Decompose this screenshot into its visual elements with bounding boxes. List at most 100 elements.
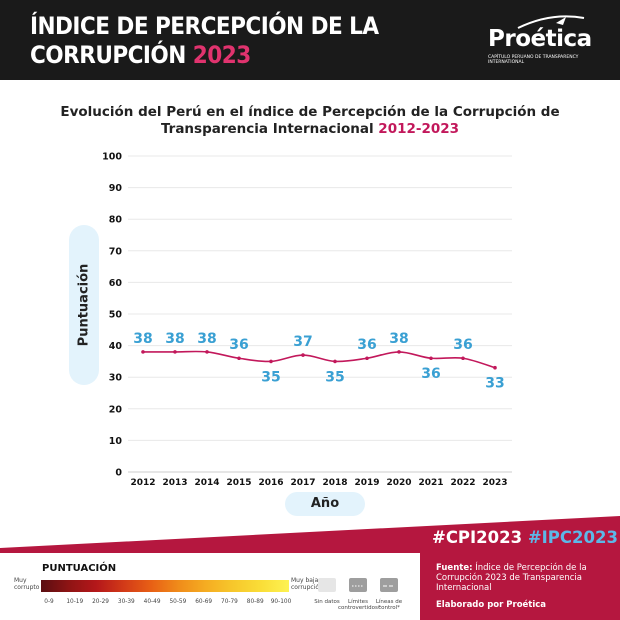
x-tick-label: 2018	[322, 478, 347, 488]
data-label: 35	[261, 369, 280, 385]
data-label: 36	[357, 337, 376, 353]
x-tick-label: 2020	[386, 478, 411, 488]
x-tick-label: 2013	[162, 478, 187, 488]
data-label: 38	[197, 331, 216, 347]
data-point	[269, 359, 273, 364]
data-point	[397, 350, 401, 354]
data-point	[333, 359, 337, 364]
data-point	[365, 356, 369, 361]
disputed-borders-label: Límites controvertidos*	[338, 599, 381, 611]
chart-title-line-2-text: Transparencia Internacional	[160, 121, 379, 137]
data-label: 38	[165, 331, 184, 347]
hashtags: #CPI2023 #IPC2023	[432, 528, 618, 547]
logo-name: Proética	[488, 26, 592, 52]
title-year: 2023	[192, 41, 252, 69]
credit-note: Elaborado por Proética	[436, 600, 547, 610]
legend-range-label: 90-100	[270, 599, 292, 605]
proetica-logo: Proética CAPÍTULO PERUANO DE TRANSPARENC…	[486, 14, 596, 66]
legend-range-label: 60-69	[195, 599, 213, 605]
page-title: ÍNDICE DE PERCEPCIÓN DE LA CORRUPCIÓN 20…	[30, 12, 379, 70]
control-lines-swatch	[380, 578, 398, 592]
x-tick-label: 2022	[450, 478, 475, 488]
y-tick-label: 40	[109, 341, 123, 352]
y-tick-label: 50	[109, 310, 123, 321]
chart-title-line-2: Transparencia Internacional 2012-2023	[60, 121, 560, 138]
legend-right-label: Muy baja corrupción	[291, 577, 323, 591]
x-axis-label: Año	[285, 492, 365, 516]
data-label: 36	[421, 366, 440, 382]
chart-title-range: 2012-2023	[378, 121, 460, 137]
x-tick-label: 2019	[354, 478, 379, 488]
x-tick-label: 2015	[226, 478, 251, 488]
data-label: 38	[389, 331, 408, 347]
x-axis-ticks: 2012 2013 2014 2015 2016 2017 2018 2019 2020 2021…	[130, 478, 507, 488]
y-tick-label: 100	[102, 152, 122, 163]
legend-range-label: 70-79	[221, 599, 238, 605]
legend-color-scale	[41, 580, 289, 592]
y-tick-label: 90	[109, 183, 123, 194]
dashed-line-icon	[383, 585, 395, 587]
x-tick-label: 2021	[418, 478, 443, 488]
source-note: Fuente: Índice de Percepción de la Corru…	[436, 563, 606, 593]
y-tick-label: 70	[109, 246, 123, 257]
y-tick-label: 60	[109, 278, 123, 289]
title-line-1: ÍNDICE DE PERCEPCIÓN DE LA	[30, 12, 379, 40]
legend-title: PUNTUACIÓN	[42, 563, 117, 574]
x-tick-label: 2017	[290, 478, 315, 488]
logo-arc-icon	[517, 15, 585, 29]
legend-range-label: 10-19	[66, 599, 84, 605]
data-point	[173, 350, 177, 354]
hashtag-cpi: #CPI2023	[432, 528, 523, 547]
series-line	[143, 350, 496, 369]
legend-range-label: 20-29	[92, 599, 109, 605]
data-point	[237, 356, 241, 361]
source-label: Fuente:	[436, 563, 473, 573]
y-axis-label-pill	[69, 225, 99, 385]
data-points	[141, 350, 497, 370]
title-line-2-prefix: CORRUPCIÓN	[30, 41, 193, 69]
dotted-line-icon	[352, 585, 364, 587]
chart-title-line-1: Evolución del Perú en el índice de Perce…	[60, 104, 560, 120]
legend-range-label: 80-89	[246, 599, 264, 605]
legend-range-label: 0-9	[44, 599, 54, 605]
legend-left-label: Muy corrupto	[14, 577, 40, 591]
legend-range-label: 30-39	[117, 599, 135, 605]
data-label: 33	[485, 376, 504, 392]
data-point	[429, 356, 433, 361]
x-tick-label: 2014	[194, 478, 219, 488]
logo-subtitle: CAPÍTULO PERUANO DE TRANSPARENCY INTERNA…	[488, 55, 579, 65]
y-tick-label: 10	[109, 436, 123, 447]
no-data-swatch	[318, 578, 336, 592]
data-labels: 38 38 38 36 35 37 35 36 38 36 36 33	[133, 331, 504, 392]
x-tick-label: 2012	[130, 478, 155, 488]
y-tick-label: 30	[109, 373, 123, 384]
data-label: 37	[293, 334, 312, 350]
data-label: 35	[325, 369, 344, 385]
data-point	[493, 365, 497, 370]
no-data-label: Sin datos	[314, 599, 340, 605]
legend-range-label: 50-59	[169, 599, 187, 605]
x-tick-label: 2016	[258, 478, 283, 488]
x-tick-label: 2023	[482, 478, 507, 488]
legend-range-ticks: 0-9 10-19 20-29 30-39 40-49 50-59 60-69 70-79 80…	[41, 599, 292, 609]
y-axis-ticks: 0 10 20 30 40 50 60 70 80 90 100	[102, 152, 122, 479]
chart-title: Evolución del Perú en el índice de Perce…	[60, 104, 560, 138]
data-label: 38	[133, 331, 152, 347]
legend-range-label: 40-49	[143, 599, 161, 605]
source-text: Índice de Percepción de la Corrupción 20…	[436, 563, 587, 593]
y-tick-label: 20	[109, 404, 123, 415]
data-point	[301, 353, 305, 357]
data-label: 36	[229, 337, 248, 353]
data-label: 36	[453, 337, 472, 353]
data-point	[141, 350, 145, 354]
y-tick-label: 0	[115, 468, 122, 479]
control-lines-label: Líneas de control*	[375, 599, 403, 611]
y-tick-label: 80	[109, 215, 123, 226]
header-bar: ÍNDICE DE PERCEPCIÓN DE LA CORRUPCIÓN 20…	[0, 0, 620, 80]
hashtag-ipc: #IPC2023	[527, 528, 618, 547]
data-point	[205, 350, 209, 354]
data-point	[461, 356, 465, 361]
title-line-2: CORRUPCIÓN 2023	[30, 41, 379, 70]
